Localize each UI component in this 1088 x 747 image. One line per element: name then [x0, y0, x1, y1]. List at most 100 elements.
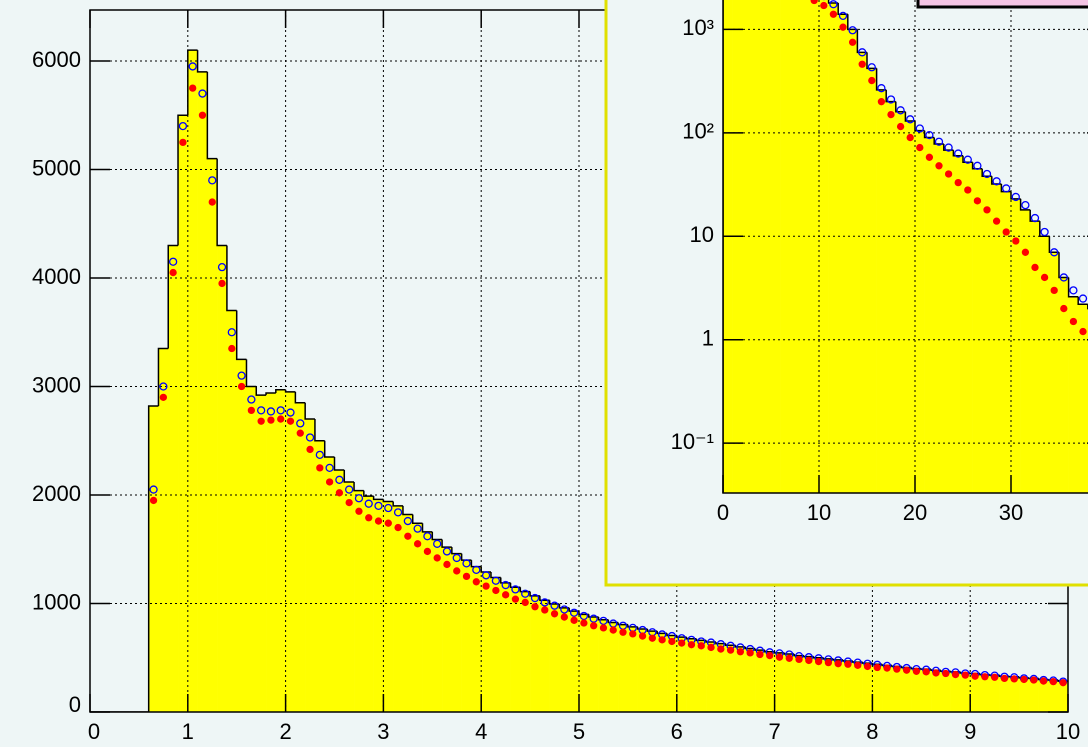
data-point	[906, 115, 915, 124]
histogram-bar	[794, 655, 805, 712]
data-point	[541, 606, 549, 614]
x-tick-label: 0	[717, 500, 729, 525]
data-point	[848, 26, 857, 35]
data-point	[746, 649, 754, 657]
data-point	[954, 149, 963, 158]
x-tick-label: 8	[866, 719, 878, 744]
histogram-bar	[1039, 236, 1050, 493]
histogram-bar	[761, 0, 772, 493]
data-point	[179, 138, 187, 147]
data-point	[1059, 273, 1068, 282]
data-point	[208, 176, 217, 185]
histogram-bar	[158, 348, 169, 712]
histogram-bar	[725, 645, 736, 712]
data-point	[951, 670, 960, 679]
data-point	[325, 463, 334, 473]
histogram-bar	[549, 604, 560, 712]
data-point	[964, 186, 972, 194]
data-point	[443, 560, 451, 569]
y-tick-label: 10	[690, 222, 714, 247]
histogram-bar	[921, 669, 932, 712]
data-point	[785, 654, 793, 662]
data-point	[462, 559, 471, 568]
data-point	[1000, 674, 1009, 683]
data-point	[237, 371, 246, 380]
data-point	[305, 433, 315, 442]
histogram-outline	[734, 645, 746, 648]
data-point	[854, 661, 862, 669]
data-point	[1050, 248, 1059, 257]
data-point	[1030, 676, 1038, 684]
data-point	[795, 655, 803, 664]
data-point	[915, 124, 924, 133]
data-point	[462, 572, 471, 581]
histogram-bar	[1049, 252, 1060, 493]
histogram-outline	[421, 523, 433, 533]
data-point	[838, 11, 848, 21]
data-point	[149, 496, 158, 505]
data-point	[277, 415, 285, 423]
histogram-bar	[723, 0, 733, 493]
histogram-outline	[837, 2, 848, 15]
data-point	[935, 162, 943, 170]
histogram-bar	[344, 481, 355, 712]
data-point	[1021, 200, 1030, 210]
data-point	[492, 586, 500, 595]
data-point	[364, 499, 373, 508]
histogram-bar	[715, 643, 726, 712]
data-point	[530, 593, 540, 603]
histogram-bar	[1058, 681, 1068, 712]
data-point	[335, 475, 344, 484]
x-tick-label: 6	[671, 719, 683, 744]
histogram-bar	[696, 640, 707, 712]
histogram-outline	[685, 637, 697, 640]
histogram-bar	[960, 672, 971, 712]
histogram-bar	[569, 611, 580, 712]
histogram-bar	[809, 0, 820, 493]
histogram-bar	[838, 14, 849, 493]
data-point	[569, 608, 579, 617]
data-point	[423, 532, 432, 541]
data-point	[531, 603, 539, 611]
histogram-outline	[196, 50, 208, 73]
histogram-outline	[460, 553, 472, 561]
data-point	[805, 656, 813, 665]
data-point	[413, 540, 422, 548]
histogram-bar	[442, 547, 453, 712]
histogram-outline	[705, 640, 716, 643]
histogram-bar	[363, 496, 374, 712]
data-point	[1030, 213, 1040, 223]
histogram-bar	[530, 595, 541, 712]
data-point	[1079, 327, 1087, 336]
histogram-bar	[236, 359, 247, 712]
histogram-outline	[402, 505, 413, 516]
data-point	[266, 407, 276, 416]
data-point	[1049, 677, 1057, 686]
histogram-bar	[852, 662, 863, 712]
data-point	[981, 673, 989, 681]
histogram-outline	[933, 137, 944, 145]
y-tick-label: 1000	[32, 589, 81, 614]
data-point	[1021, 248, 1030, 256]
histogram-bar	[991, 184, 1002, 493]
histogram-outline	[333, 457, 345, 471]
histogram-outline	[793, 653, 804, 657]
data-point	[228, 344, 236, 353]
histogram-outline	[314, 419, 325, 442]
data-point	[867, 63, 876, 72]
histogram-outline	[294, 391, 306, 404]
data-point	[896, 106, 905, 115]
data-point	[325, 478, 334, 486]
data-point	[393, 508, 403, 517]
x-tick-label: 9	[964, 719, 976, 744]
data-point	[717, 645, 725, 653]
histogram-bar	[275, 389, 286, 712]
data-point	[354, 494, 364, 503]
data-point	[159, 393, 168, 401]
histogram-outline	[392, 501, 403, 507]
data-point	[925, 130, 934, 140]
data-point	[345, 498, 353, 507]
data-point	[208, 198, 216, 206]
histogram-bar	[979, 674, 991, 712]
data-point	[896, 122, 905, 131]
